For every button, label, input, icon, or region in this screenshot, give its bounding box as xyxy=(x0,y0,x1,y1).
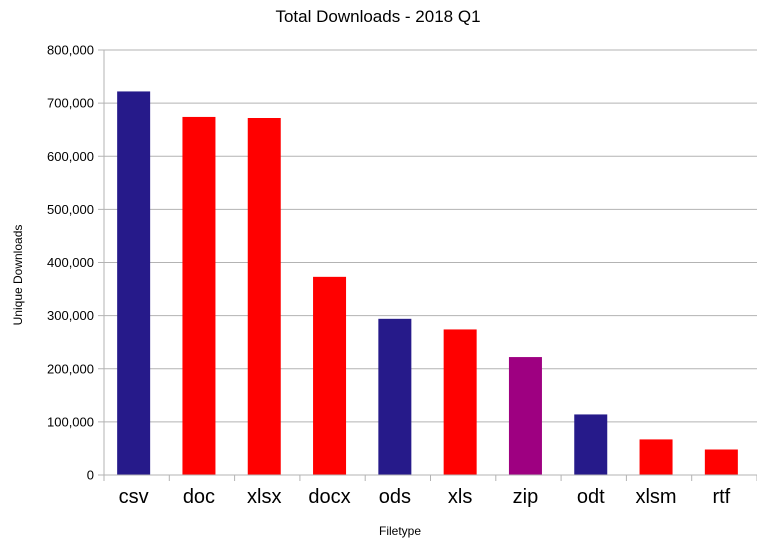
y-tick-label: 0 xyxy=(87,468,94,483)
x-tick-label: docx xyxy=(308,486,350,508)
x-tick-label: xls xyxy=(448,486,472,508)
bar-ods xyxy=(378,318,412,475)
y-tick-label: 700,000 xyxy=(47,96,94,111)
x-axis-label: Filetype xyxy=(379,524,421,538)
y-tick-label: 400,000 xyxy=(47,255,94,270)
axes xyxy=(103,50,757,481)
chart-title: Total Downloads - 2018 Q1 xyxy=(275,7,480,26)
x-tick-label: xlsx xyxy=(247,486,281,508)
bar-rtf xyxy=(704,449,738,475)
y-tick-label: 200,000 xyxy=(47,361,94,376)
bar-xlsx xyxy=(247,118,281,475)
y-tick-label: 600,000 xyxy=(47,149,94,164)
bar-xlsm xyxy=(639,439,673,475)
x-axis-ticks: csv doc xlsx docx ods xls zip odt xlsm rtf xyxy=(119,475,757,508)
y-tick-label: 500,000 xyxy=(47,202,94,217)
y-tick-label: 100,000 xyxy=(47,414,94,429)
bar-csv xyxy=(117,91,151,475)
y-tick-label: 800,000 xyxy=(47,43,94,58)
bar-odt xyxy=(574,414,608,475)
x-tick-label: ods xyxy=(379,486,411,508)
x-tick-label: csv xyxy=(119,486,149,508)
x-tick-label: zip xyxy=(513,486,539,508)
y-axis-label: Unique Downloads xyxy=(11,225,25,326)
bars xyxy=(117,91,738,475)
y-axis-ticks: 0 100,000 200,000 300,000 400,000 500,000 600,… xyxy=(47,43,104,483)
bar-zip xyxy=(508,357,542,475)
bar-docx xyxy=(313,276,347,475)
x-tick-label: odt xyxy=(577,486,605,508)
x-tick-label: xlsm xyxy=(635,486,676,508)
bar-xls xyxy=(443,329,477,475)
y-tick-label: 300,000 xyxy=(47,308,94,323)
x-tick-label: doc xyxy=(183,486,215,508)
x-tick-label: rtf xyxy=(712,486,730,508)
bar-doc xyxy=(182,116,216,475)
